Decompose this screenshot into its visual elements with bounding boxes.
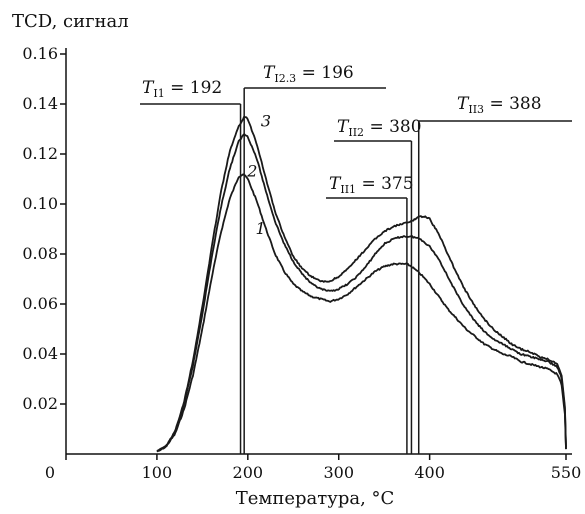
annotation-subscript: I1: [153, 87, 164, 100]
annotation-value: 388: [509, 94, 541, 114]
x-axis-title: Температура, °C: [236, 488, 395, 509]
y-tick-label: 0.08: [22, 244, 58, 263]
y-axis-title: TCD, сигнал: [12, 11, 129, 32]
y-tick-label: 0.02: [22, 394, 58, 413]
annotation-label: TI1 = 192: [142, 78, 222, 100]
y-tick-label: 0.04: [22, 344, 58, 363]
annotation-value: 192: [190, 78, 222, 98]
annotation-equals: =: [364, 117, 389, 137]
annotation-equals: =: [356, 174, 381, 194]
curve-labels: 1 2 3: [246, 112, 271, 239]
curve-label-1: 1: [255, 219, 265, 238]
annotation-symbol: T: [263, 63, 276, 83]
annotation-symbol: T: [329, 174, 342, 194]
y-tick-label: 0.10: [22, 194, 58, 213]
annotation-value: 196: [321, 63, 353, 83]
annotation-equals: =: [484, 94, 509, 114]
y-tick-label: 0.16: [22, 44, 58, 63]
y-tick-label: 0.14: [22, 94, 58, 113]
annotation-label: TI2.3 = 196: [263, 63, 354, 85]
series-line-1: [156, 173, 567, 453]
annotation-symbol: T: [142, 78, 155, 98]
y-axis-ticks: 0.02 0.04 0.06 0.08 0.10 0.12 0.14 0.16: [22, 44, 66, 413]
x-tick-label: 300: [323, 463, 354, 482]
annotation-subscript: II2: [348, 126, 364, 139]
series-line-3: [156, 115, 567, 453]
annotation-symbol: T: [457, 94, 470, 114]
y-tick-label: 0.06: [22, 294, 58, 313]
x-tick-label: 550: [551, 463, 582, 482]
series-layer: [156, 115, 567, 453]
annotation-label: TII1 = 375: [329, 174, 414, 196]
annotation-value: 380: [389, 117, 421, 137]
y-tick-label: 0.12: [22, 144, 58, 163]
curve-label-2: 2: [246, 162, 257, 181]
x-tick-label: 200: [233, 463, 264, 482]
annotation-equals: =: [296, 63, 321, 83]
curve-label-3: 3: [261, 112, 271, 131]
annotation-value: 375: [381, 174, 413, 194]
x-axis-ticks: 0 100 200 300 400 550: [45, 454, 581, 482]
x-tick-label: 400: [414, 463, 445, 482]
annotation-equals: =: [165, 78, 190, 98]
annotation-symbol: T: [337, 117, 350, 137]
annotation-subscript: II1: [340, 183, 356, 196]
annotation-subscript: II3: [468, 103, 484, 116]
series-line-2: [156, 133, 567, 452]
annotation-subscript: I2.3: [274, 72, 296, 85]
annotation-label: TII2 = 380: [337, 117, 422, 139]
x-tick-label: 100: [142, 463, 173, 482]
x-tick-label: 0: [45, 463, 55, 482]
annotation-label: TII3 = 388: [457, 94, 542, 116]
